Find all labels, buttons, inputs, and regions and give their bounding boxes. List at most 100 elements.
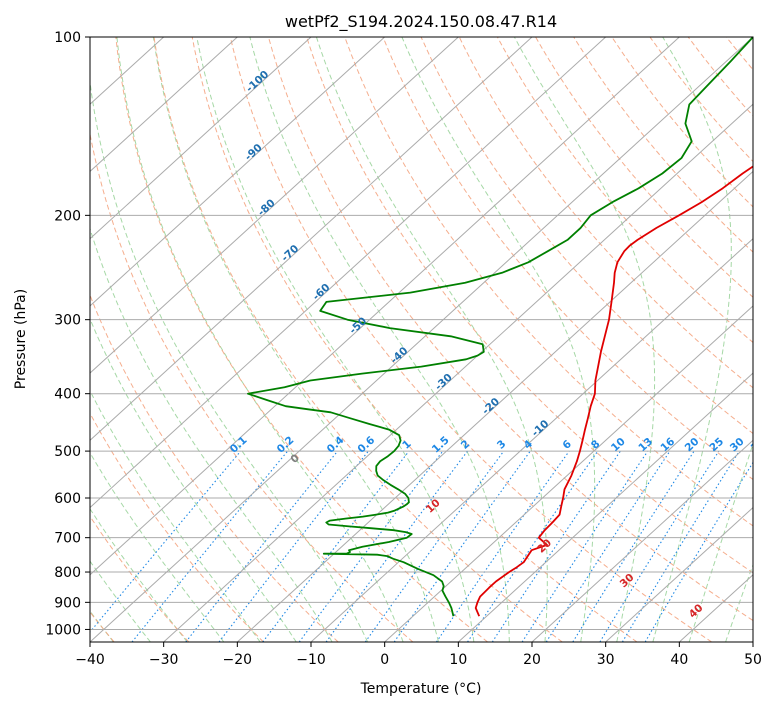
- mixing-ratio-label: 2: [459, 438, 472, 452]
- dewpoint-line: [247, 37, 753, 617]
- dry-adiabat-line: [90, 412, 264, 642]
- isotherm-line: [310, 237, 753, 642]
- dry-adiabat-label: -10: [529, 418, 551, 440]
- dry-adiabat-line: [573, 37, 753, 253]
- y-tick-label: 800: [54, 565, 81, 581]
- temperature-line: [474, 165, 753, 617]
- mixing-ratio-label: 3: [495, 438, 508, 452]
- dry-adiabat-label: -100: [244, 68, 271, 95]
- x-tick-label: 0: [380, 652, 389, 668]
- dry-adiabat-line: [191, 37, 638, 642]
- dry-adiabat-line: [115, 37, 488, 642]
- x-tick-label: 20: [523, 652, 541, 668]
- mixing-ratio-line: [262, 450, 410, 642]
- dry-adiabat-line: [229, 37, 712, 642]
- mixing-ratio-label: 0.6: [355, 434, 377, 455]
- moist-adiabat-line: [116, 37, 404, 642]
- dry-adiabat-label: -50: [347, 315, 369, 337]
- mixing-ratio-line: [364, 450, 505, 642]
- x-axis: −40 −30 −20 −10 0 10 20 30 40 50: [75, 642, 762, 668]
- y-tick-label: 700: [54, 531, 81, 547]
- x-tick-label: 30: [597, 652, 615, 668]
- isotherm-line: [384, 305, 753, 642]
- y-axis-label: Pressure (hPa): [13, 289, 29, 389]
- plot-frame: [89, 36, 754, 643]
- mixing-ratio-label: 36: [749, 436, 768, 455]
- x-tick-label: 10: [449, 652, 467, 668]
- x-tick-label: −30: [149, 652, 179, 668]
- isotherm-line: [90, 37, 680, 576]
- moist-adiabat-line: [725, 563, 753, 642]
- mixing-ratio-label: 6: [560, 438, 573, 452]
- mixing-ratio-line: [218, 450, 369, 642]
- moist-adiabat-line: [513, 37, 656, 642]
- isotherm-line: [90, 37, 312, 240]
- dry-adiabat-line: [458, 37, 753, 389]
- x-tick-label: −20: [223, 652, 253, 668]
- moist-adiabat-line: [90, 317, 297, 642]
- mixing-ratio-line: [621, 450, 740, 642]
- isotherm-line: [90, 37, 238, 173]
- mixing-ratio-lines: [90, 450, 753, 642]
- mixing-ratio-line: [572, 450, 695, 642]
- mixing-ratio-line: [467, 450, 599, 642]
- moist-adiabat-line: [688, 442, 753, 642]
- mixing-ratio-line: [131, 450, 289, 642]
- dry-adiabat-line: [267, 37, 753, 622]
- chart-title: wetPf2_S194.2024.150.08.47.R14: [285, 12, 557, 32]
- moist-adiabats: [90, 37, 753, 642]
- isotherm-line: [163, 103, 753, 642]
- moist-adiabat-line: [315, 37, 548, 642]
- mixing-ratio-label: 1.5: [430, 434, 452, 455]
- moist-adiabat-line: [90, 389, 261, 642]
- dry-adiabat-line: [687, 37, 753, 117]
- y-tick-label: 900: [54, 595, 81, 611]
- y-axis: 100 200 300 400 500 600 700 800 900 1000: [45, 30, 90, 638]
- moist-adiabat-line: [196, 37, 475, 642]
- dry-adiabat-line: [90, 131, 414, 642]
- moist-adiabat-line: [90, 451, 225, 642]
- isotherm-line: [90, 37, 753, 642]
- isotherm-line: [90, 37, 459, 374]
- x-tick-label: 40: [670, 652, 688, 668]
- dry-adiabat-line: [306, 37, 753, 574]
- dry-adiabat-line: [153, 37, 563, 642]
- y-tick-label: 500: [54, 444, 81, 460]
- moist-adiabat-line: [90, 227, 333, 642]
- moist-adiabat-label: 30: [618, 571, 637, 590]
- moist-adiabat-label: 40: [687, 602, 706, 621]
- isotherm-lines: [90, 37, 753, 642]
- mixing-ratio-line: [185, 450, 339, 642]
- moist-adiabat-label: 20: [535, 537, 554, 556]
- isotherm-line: [236, 170, 753, 642]
- y-tick-label: 600: [54, 491, 81, 507]
- dry-adiabat-line: [90, 515, 190, 642]
- dry-adiabat-line: [757, 28, 775, 642]
- mixing-ratio-line: [545, 450, 671, 642]
- moist-adiabat-line: [401, 37, 596, 642]
- moist-adiabat-line: [152, 37, 439, 642]
- x-tick-label: 50: [744, 652, 762, 668]
- isobar-lines: [90, 37, 753, 630]
- dry-adiabat-line: [382, 37, 753, 481]
- dry-adiabat-line: [344, 37, 753, 527]
- dry-adiabat-label: -60: [310, 281, 332, 303]
- isotherm-line: [752, 641, 753, 642]
- mixing-ratio-line: [491, 450, 621, 642]
- sounding-series: [247, 37, 753, 617]
- dry-adiabat-line: [535, 37, 753, 298]
- y-tick-label: 200: [54, 208, 81, 224]
- dry-adiabat-line: [420, 37, 753, 435]
- dry-adiabat-label: -30: [433, 371, 455, 393]
- dry-adiabats: [90, 28, 775, 642]
- mixing-ratio-label: 0.4: [325, 434, 347, 455]
- y-tick-label: 300: [54, 313, 81, 329]
- y-tick-label: 1000: [45, 622, 81, 638]
- dry-adiabat-line: [649, 37, 753, 163]
- x-tick-label: −10: [296, 652, 326, 668]
- moist-adiabat-line: [249, 37, 510, 642]
- moist-adiabat-line: [652, 37, 732, 642]
- moist-adiabat-label: 10: [424, 497, 443, 516]
- dry-adiabat-label: -70: [279, 243, 301, 265]
